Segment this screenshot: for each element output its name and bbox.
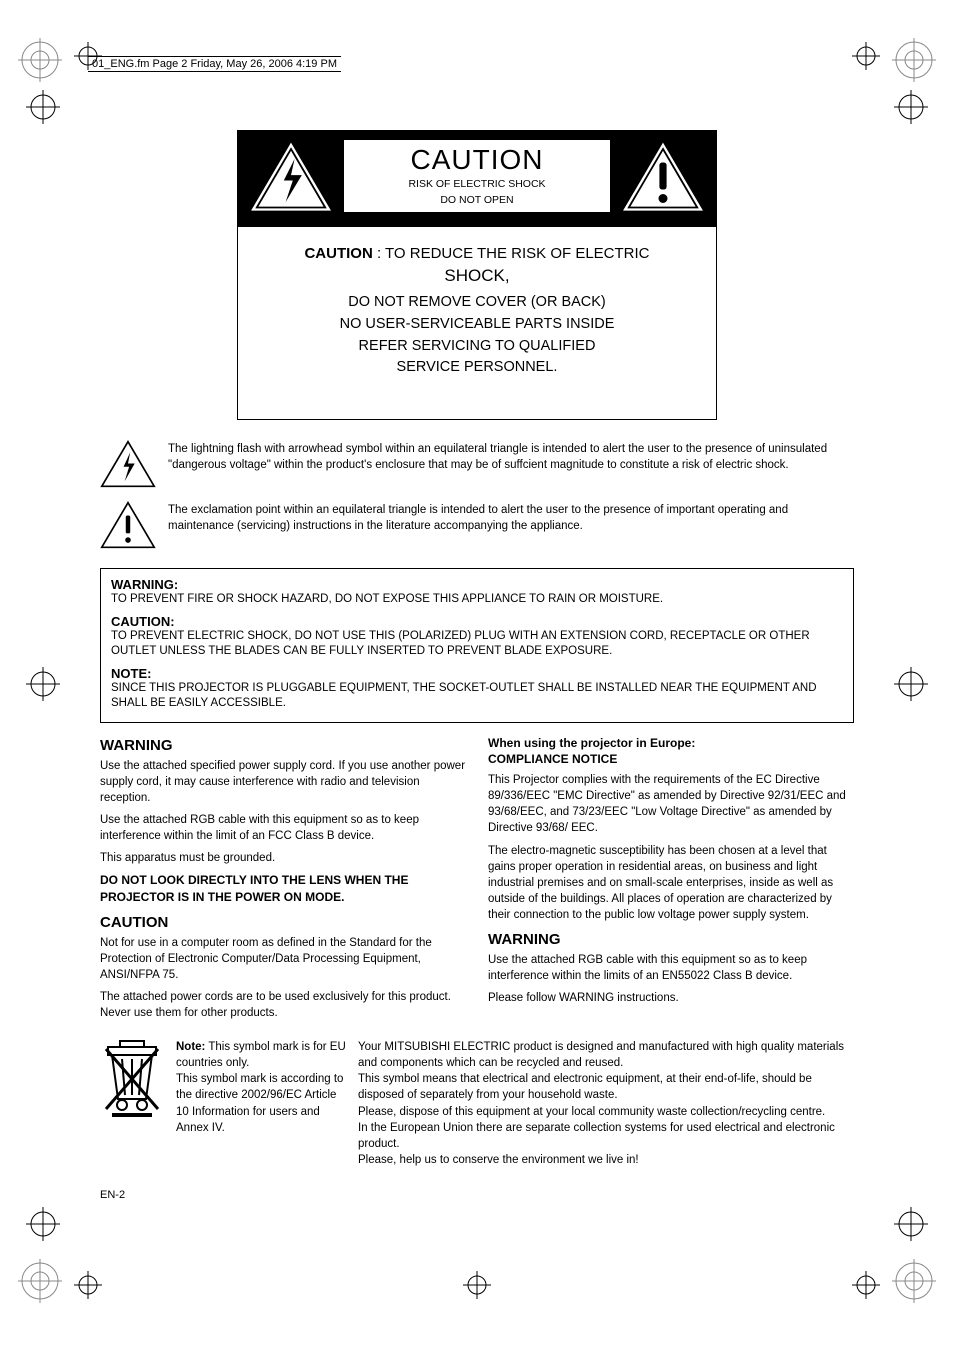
weee-section: Note: This symbol mark is for EU countri… [100, 1039, 854, 1168]
boxed-caution-h: CAUTION: [111, 614, 843, 629]
left-warning-bold: DO NOT LOOK DIRECTLY INTO THE LENS WHEN … [100, 872, 466, 906]
left-caution-p2: The attached power cords are to be used … [100, 989, 466, 1021]
symbol-lightning-text: The lightning flash with arrowhead symbo… [168, 440, 854, 473]
weee-body-p4: In the European Union there are separate… [358, 1120, 854, 1152]
left-warning-p1: Use the attached specified power supply … [100, 758, 466, 806]
weee-note-p1: Note: This symbol mark is for EU countri… [176, 1039, 346, 1071]
boxed-caution-b: TO PREVENT ELECTRIC SHOCK, DO NOT USE TH… [111, 629, 843, 660]
boxed-note-b: SINCE THIS PROJECTOR IS PLUGGABLE EQUIPM… [111, 681, 843, 712]
exclaim-triangle-icon [618, 137, 708, 215]
caution-line1: CAUTION : TO REDUCE THE RISK OF ELECTRIC [258, 245, 696, 262]
right-eu-p2: The electro-magnetic susceptibility has … [488, 843, 854, 923]
weee-body-p1: Your MITSUBISHI ELECTRIC product is desi… [358, 1039, 854, 1071]
right-warning-p1: Use the attached RGB cable with this equ… [488, 952, 854, 984]
right-eu-h1: When using the projector in Europe: [488, 735, 854, 752]
reg-mark-tr [894, 90, 928, 124]
crop-mark-tl [18, 38, 68, 88]
boxed-warning-h: WARNING: [111, 577, 843, 592]
reg-mark-tl [26, 90, 60, 124]
caution-sub1: RISK OF ELECTRIC SHOCK [352, 178, 602, 192]
right-warning-p2: Please follow WARNING instructions. [488, 990, 854, 1006]
header-filename: 01_ENG.fm Page 2 Friday, May 26, 2006 4:… [88, 56, 341, 72]
caution-panel: CAUTION RISK OF ELECTRIC SHOCK DO NOT OP… [237, 130, 717, 420]
caution-sub2: DO NOT OPEN [352, 194, 602, 208]
reg-cross-bl [74, 1271, 102, 1299]
exclaim-small-icon [100, 501, 156, 554]
lightning-small-icon [100, 440, 156, 493]
caution-line2: SHOCK, [258, 266, 696, 286]
caution-title: CAUTION [352, 144, 602, 176]
caution-line3: DO NOT REMOVE COVER (OR BACK) NO USER-SE… [258, 292, 696, 379]
weee-body-p3: Please, dispose of this equipment at you… [358, 1104, 854, 1120]
left-caution-p1: Not for use in a computer room as define… [100, 935, 466, 983]
right-column: When using the projector in Europe: COMP… [488, 735, 854, 1028]
left-caution-h: CAUTION [100, 912, 466, 933]
symbol-explain-lightning: The lightning flash with arrowhead symbo… [100, 440, 854, 493]
left-warning-p3: This apparatus must be grounded. [100, 850, 466, 866]
left-column: WARNING Use the attached specified power… [100, 735, 466, 1028]
weee-note-col: Note: This symbol mark is for EU countri… [176, 1039, 346, 1168]
boxed-note-h: NOTE: [111, 666, 843, 681]
reg-cross-br [852, 1271, 880, 1299]
symbol-exclaim-text: The exclamation point within an equilate… [168, 501, 854, 534]
page-content: CAUTION RISK OF ELECTRIC SHOCK DO NOT OP… [100, 130, 854, 1168]
boxed-notices: WARNING: TO PREVENT FIRE OR SHOCK HAZARD… [100, 568, 854, 723]
reg-mark-mr [894, 667, 928, 701]
caution-title-block: CAUTION RISK OF ELECTRIC SHOCK DO NOT OP… [344, 140, 610, 211]
weee-body-p2: This symbol means that electrical and el… [358, 1071, 854, 1103]
weee-body-p5: Please, help us to conserve the environm… [358, 1152, 854, 1168]
reg-cross-bc [463, 1271, 491, 1299]
right-eu-p1: This Projector complies with the require… [488, 772, 854, 836]
left-warning-h: WARNING [100, 735, 466, 756]
left-warning-p2: Use the attached RGB cable with this equ… [100, 812, 466, 844]
reg-mark-bl [26, 1207, 60, 1241]
right-warning-h: WARNING [488, 929, 854, 950]
page-number: EN-2 [100, 1189, 125, 1201]
crop-mark-br [886, 1253, 936, 1303]
reg-mark-br [894, 1207, 928, 1241]
weee-note-p2: This symbol mark is according to the dir… [176, 1071, 346, 1135]
caution-lower-text: CAUTION : TO REDUCE THE RISK OF ELECTRIC… [238, 227, 716, 419]
reg-mark-ml [26, 667, 60, 701]
weee-body-col: Your MITSUBISHI ELECTRIC product is desi… [358, 1039, 854, 1168]
symbol-explain-exclaim: The exclamation point within an equilate… [100, 501, 854, 554]
reg-cross-tr [852, 42, 880, 70]
two-column-section: WARNING Use the attached specified power… [100, 735, 854, 1028]
right-eu-h2: COMPLIANCE NOTICE [488, 751, 854, 768]
weee-bin-icon [100, 1039, 164, 1168]
crop-mark-bl [18, 1253, 68, 1303]
boxed-warning-b: TO PREVENT FIRE OR SHOCK HAZARD, DO NOT … [111, 592, 843, 608]
lightning-triangle-icon [246, 137, 336, 215]
caution-top-bar: CAUTION RISK OF ELECTRIC SHOCK DO NOT OP… [238, 131, 716, 221]
crop-mark-tr [886, 38, 936, 88]
